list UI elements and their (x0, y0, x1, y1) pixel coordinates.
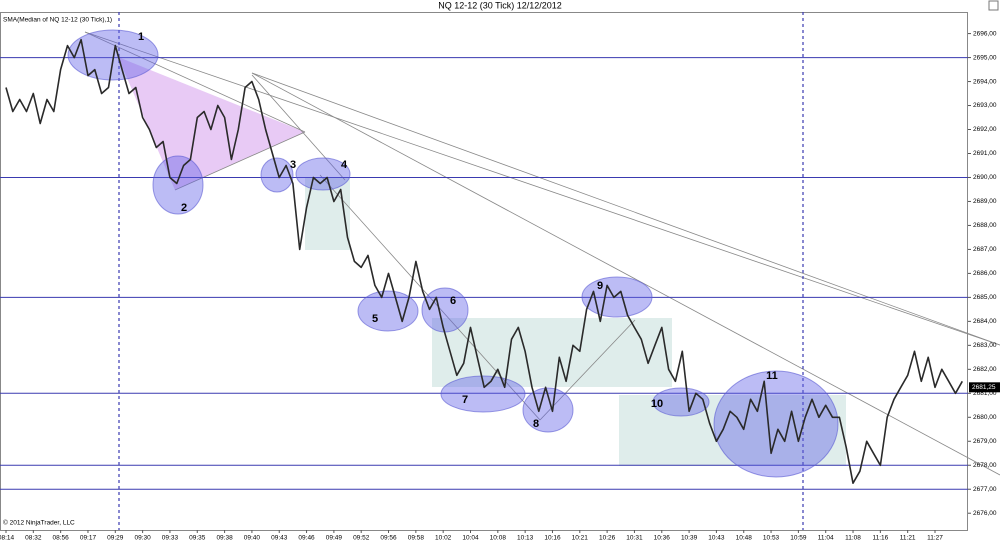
x-tick-label: 09:52 (353, 535, 370, 542)
last-price-label: 2681,25 (972, 384, 996, 391)
chart-title: NQ 12-12 (30 Tick) 12/12/2012 (438, 0, 562, 10)
highlight-ellipse (260, 157, 294, 193)
x-tick-label: 09:46 (298, 535, 315, 542)
y-tick-label: 2682,00 (973, 366, 997, 373)
y-tick-label: 2681,00 (973, 390, 997, 397)
x-tick-label: 10:13 (517, 535, 534, 542)
x-tick-label: 09:30 (134, 535, 151, 542)
annotation-number: 8 (533, 418, 539, 430)
x-tick-label: 10:02 (435, 535, 452, 542)
x-tick-label: 10:21 (572, 535, 589, 542)
annotation-number: 11 (766, 370, 778, 382)
highlight-ellipse (581, 276, 653, 318)
y-tick-label: 2685,00 (973, 294, 997, 301)
y-tick-label: 2677,00 (973, 486, 997, 493)
y-tick-label: 2679,00 (973, 438, 997, 445)
highlight-ellipse (421, 287, 469, 333)
x-tick-label: 08:32 (25, 535, 42, 542)
annotation-number: 5 (372, 313, 378, 325)
highlight-ellipse (152, 155, 204, 215)
x-tick-label: 11:27 (927, 535, 943, 542)
x-tick-label: 11:08 (845, 535, 861, 542)
y-tick-label: 2687,00 (973, 246, 997, 253)
last-price-box (969, 382, 1000, 393)
zone-rect (432, 318, 672, 387)
x-tick-label: 09:33 (162, 535, 179, 542)
x-tick-label: 11:04 (818, 535, 834, 542)
x-tick-label: 10:39 (681, 535, 698, 542)
x-tick-label: 08:56 (53, 535, 70, 542)
x-tick-label: 09:58 (408, 535, 425, 542)
x-tick-label: 10:16 (544, 535, 561, 542)
x-tick-label: 11:16 (872, 535, 888, 542)
annotation-number: 6 (450, 295, 456, 307)
y-tick-label: 2692,00 (973, 126, 997, 133)
x-tick-label: 09:17 (80, 535, 97, 542)
x-tick-label: 09:29 (107, 535, 124, 542)
x-tick-label: 10:36 (654, 535, 671, 542)
annotation-number: 1 (138, 31, 144, 43)
x-tick-label: 09:43 (271, 535, 288, 542)
x-tick-label: 10:48 (736, 535, 753, 542)
x-tick-label: 09:56 (380, 535, 397, 542)
x-tick-label: 09:35 (189, 535, 206, 542)
annotation-number: 10 (651, 398, 663, 410)
plot-frame (0, 12, 968, 531)
x-tick-label: 10:59 (790, 535, 807, 542)
trend-line (84, 31, 1000, 346)
y-tick-label: 2688,00 (973, 222, 997, 229)
x-tick-label: 10:26 (599, 535, 616, 542)
price-line (5, 38, 963, 484)
y-tick-label: 2680,00 (973, 414, 997, 421)
annotation-number: 7 (462, 394, 468, 406)
trend-line (251, 72, 1000, 346)
trend-line (251, 74, 346, 181)
window-button[interactable] (988, 0, 999, 11)
annotation-number: 2 (181, 202, 187, 214)
x-tick-label: 11:21 (900, 535, 916, 542)
y-tick-label: 2684,00 (973, 318, 997, 325)
copyright: © 2012 NinjaTrader, LLC (3, 519, 75, 527)
y-tick-label: 2683,00 (973, 342, 997, 349)
trend-line (539, 319, 636, 421)
y-tick-label: 2695,00 (973, 54, 997, 61)
x-tick-label: 10:31 (626, 535, 643, 542)
x-tick-label: 09:49 (326, 535, 343, 542)
x-tick-label: 08:14 (0, 535, 15, 542)
x-tick-label: 09:40 (244, 535, 261, 542)
x-tick-label: 09:38 (216, 535, 233, 542)
trend-line (251, 72, 1000, 476)
x-tick-label: 10:08 (490, 535, 507, 542)
y-tick-label: 2686,00 (973, 270, 997, 277)
highlight-ellipse (713, 370, 839, 478)
y-tick-label: 2678,00 (973, 462, 997, 469)
x-tick-label: 10:43 (708, 535, 725, 542)
trend-line (84, 31, 306, 133)
y-tick-label: 2690,00 (973, 174, 997, 181)
y-tick-label: 2696,00 (973, 30, 997, 37)
y-tick-label: 2691,00 (973, 150, 997, 157)
y-tick-label: 2676,00 (973, 510, 997, 517)
y-tick-label: 2693,00 (973, 102, 997, 109)
triangle-zone (118, 57, 305, 190)
x-tick-label: 10:04 (462, 535, 479, 542)
annotation-number: 3 (290, 159, 296, 171)
x-tick-label: 10:53 (763, 535, 780, 542)
y-tick-label: 2689,00 (973, 198, 997, 205)
annotation-number: 9 (597, 280, 603, 292)
trend-line (174, 131, 306, 191)
indicator-label: SMA(Median of NQ 12-12 (30 Tick),1) (3, 17, 112, 24)
zone-rect (619, 395, 846, 466)
annotation-number: 4 (341, 159, 348, 171)
y-tick-label: 2694,00 (973, 78, 997, 85)
highlight-ellipse (295, 157, 351, 191)
